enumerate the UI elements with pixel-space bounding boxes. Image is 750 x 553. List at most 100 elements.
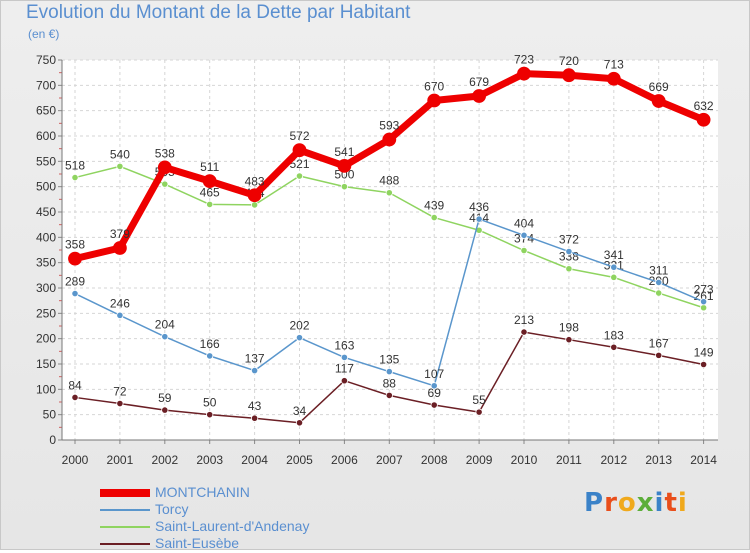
- data-point-montchanin: [562, 68, 576, 83]
- data-label-saint-eus-be: 167: [649, 336, 669, 350]
- x-tick-label: 2011: [556, 453, 582, 467]
- data-point-torcy: [610, 263, 618, 271]
- unit-label: (en €): [28, 27, 60, 41]
- data-point-saint-laurent-d-andenay: [430, 213, 438, 222]
- data-point-saint-eus-be: [385, 391, 393, 400]
- data-label-saint-eus-be: 69: [428, 386, 442, 400]
- legend-label: Saint-Laurent-d'Andenay: [155, 518, 310, 534]
- legend-swatch: [100, 489, 150, 497]
- data-point-saint-eus-be: [699, 360, 708, 369]
- legend-item: Saint-Eusèbe: [100, 535, 400, 553]
- data-point-saint-eus-be: [475, 408, 483, 416]
- y-tick-label: 600: [36, 129, 56, 143]
- data-label-torcy: 289: [65, 275, 85, 289]
- data-point-montchanin: [472, 89, 487, 103]
- data-point-saint-eus-be: [430, 401, 438, 409]
- x-tick-label: 2008: [421, 453, 448, 467]
- data-label-saint-eus-be: 213: [514, 313, 534, 327]
- data-label-montchanin: 679: [469, 75, 489, 89]
- y-tick-label: 250: [36, 306, 56, 320]
- data-label-saint-laurent-d-andenay: 439: [424, 199, 444, 213]
- data-point-saint-eus-be: [565, 336, 573, 344]
- data-point-torcy: [430, 382, 438, 390]
- x-tick-label: 2007: [376, 453, 403, 467]
- line-chart: 0501001502002503003504004505005506006507…: [36, 53, 718, 467]
- logo-letter: i: [677, 488, 688, 518]
- data-label-saint-laurent-d-andenay: 500: [334, 168, 354, 182]
- data-label-saint-laurent-d-andenay: 540: [110, 147, 130, 161]
- legend-label: Torcy: [155, 501, 189, 517]
- data-label-torcy: 246: [110, 296, 130, 310]
- data-label-saint-eus-be: 198: [559, 321, 579, 335]
- data-label-saint-laurent-d-andenay: 518: [65, 159, 85, 173]
- data-label-montchanin: 593: [379, 119, 399, 133]
- logo-letter: r: [604, 488, 618, 518]
- data-point-saint-eus-be: [340, 377, 348, 385]
- x-tick-label: 2010: [511, 453, 538, 467]
- data-point-saint-laurent-d-andenay: [295, 172, 304, 180]
- data-point-montchanin: [68, 251, 82, 266]
- data-point-montchanin: [292, 143, 307, 158]
- data-label-saint-eus-be: 43: [248, 399, 262, 413]
- logo-letter: i: [654, 488, 665, 518]
- data-label-torcy: 163: [334, 338, 354, 352]
- data-point-montchanin: [157, 160, 172, 175]
- data-point-torcy: [116, 311, 124, 319]
- legend-item: MONTCHANIN: [100, 484, 400, 502]
- data-label-torcy: 273: [694, 283, 714, 297]
- y-tick-label: 200: [36, 332, 56, 346]
- legend-swatch: [100, 543, 150, 545]
- x-tick-label: 2014: [690, 453, 717, 467]
- data-label-saint-laurent-d-andenay: 521: [289, 157, 309, 171]
- data-label-torcy: 166: [200, 337, 220, 351]
- data-label-montchanin: 483: [245, 174, 265, 188]
- data-label-montchanin: 541: [334, 145, 354, 159]
- data-point-montchanin: [651, 94, 666, 108]
- x-tick-label: 2002: [151, 453, 178, 467]
- data-label-saint-eus-be: 88: [383, 376, 397, 390]
- data-label-saint-eus-be: 55: [472, 393, 486, 407]
- data-label-montchanin: 538: [155, 146, 175, 160]
- y-tick-label: 500: [36, 180, 56, 194]
- data-point-torcy: [655, 278, 663, 287]
- data-point-torcy: [161, 333, 169, 341]
- data-point-saint-eus-be: [116, 399, 124, 408]
- x-tick-label: 2009: [466, 453, 493, 467]
- data-label-montchanin: 713: [604, 58, 624, 72]
- data-point-torcy: [520, 231, 528, 239]
- data-label-saint-eus-be: 117: [335, 362, 354, 376]
- x-tick-label: 2001: [107, 453, 134, 467]
- data-point-torcy: [385, 367, 393, 376]
- legend: MONTCHANIN Torcy Saint-Laurent-d'Andenay Sa…: [100, 484, 400, 553]
- y-tick-label: 450: [36, 205, 56, 219]
- data-label-saint-eus-be: 34: [293, 404, 307, 418]
- data-point-montchanin: [517, 66, 531, 81]
- legend-label: Saint-Eusèbe: [155, 535, 240, 551]
- data-point-saint-laurent-d-andenay: [161, 180, 169, 188]
- y-tick-label: 350: [36, 256, 56, 270]
- data-label-torcy: 135: [379, 353, 399, 367]
- x-tick-label: 2003: [196, 453, 223, 467]
- y-tick-label: 300: [36, 281, 56, 295]
- data-label-montchanin: 511: [200, 160, 219, 174]
- data-point-torcy: [295, 334, 304, 342]
- data-point-saint-laurent-d-andenay: [610, 273, 618, 281]
- data-point-montchanin: [202, 174, 217, 188]
- data-point-saint-laurent-d-andenay: [699, 304, 708, 312]
- data-point-torcy: [340, 353, 348, 362]
- data-point-saint-laurent-d-andenay: [655, 289, 663, 297]
- data-label-torcy: 341: [604, 248, 624, 262]
- data-label-montchanin: 379: [110, 227, 130, 241]
- data-point-saint-laurent-d-andenay: [385, 189, 393, 197]
- y-tick-label: 550: [36, 154, 56, 168]
- data-point-saint-laurent-d-andenay: [520, 246, 528, 255]
- data-point-saint-eus-be: [161, 406, 169, 414]
- data-point-montchanin: [696, 112, 711, 127]
- data-point-saint-eus-be: [71, 393, 79, 402]
- data-point-montchanin: [382, 132, 397, 147]
- logo-letter: o: [617, 488, 637, 518]
- data-point-saint-laurent-d-andenay: [116, 162, 124, 170]
- data-label-montchanin: 632: [694, 99, 714, 113]
- data-label-torcy: 137: [245, 352, 265, 366]
- data-label-saint-eus-be: 149: [694, 346, 714, 360]
